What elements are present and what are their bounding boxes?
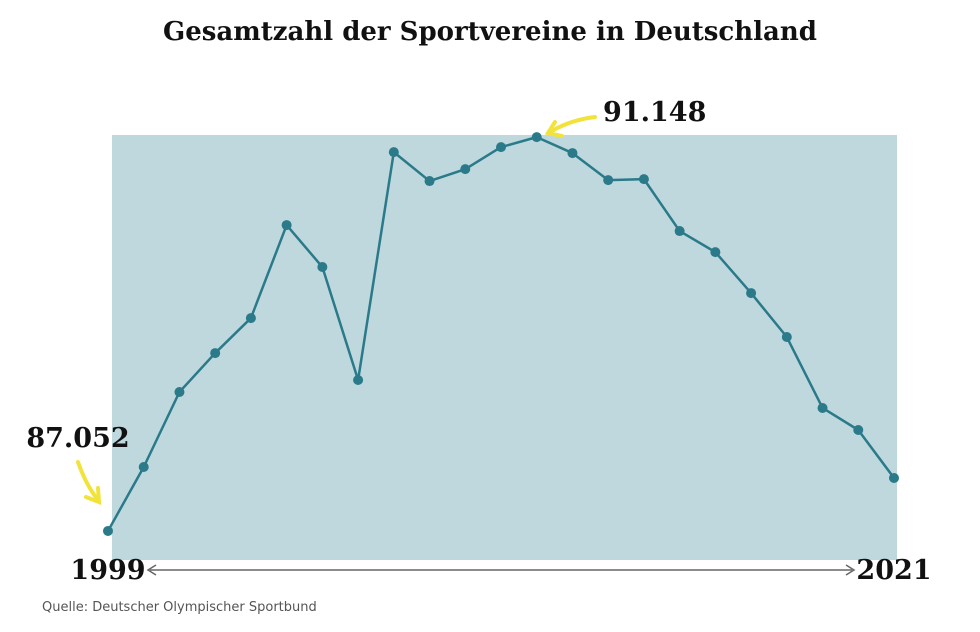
plot-background — [112, 135, 897, 560]
data-point — [174, 387, 185, 398]
data-point — [531, 132, 542, 143]
data-point — [281, 220, 292, 231]
chart-title: Gesamtzahl der Sportvereine in Deutschla… — [163, 17, 817, 47]
data-point — [674, 226, 685, 237]
x-tick-label: 2021 — [856, 555, 931, 586]
data-point — [210, 348, 221, 359]
data-point — [424, 176, 435, 187]
value-label: 87.052 — [26, 423, 129, 454]
data-point — [603, 175, 614, 186]
x-tick-label: 1999 — [70, 555, 145, 586]
highlight-arrows — [76, 115, 597, 505]
data-point — [245, 313, 256, 324]
data-point — [388, 147, 399, 158]
data-point — [567, 148, 578, 159]
data-point — [781, 332, 792, 343]
time-axis-arrow — [146, 564, 856, 576]
data-point — [103, 525, 113, 536]
data-point — [496, 142, 506, 153]
data-point — [138, 462, 149, 473]
data-point — [317, 262, 328, 273]
data-point — [889, 472, 899, 483]
value-label: 91.148 — [603, 97, 706, 128]
data-point — [638, 174, 649, 185]
data-point — [746, 288, 757, 299]
data-point — [710, 247, 721, 258]
source-note: Quelle: Deutscher Olympischer Sportbund — [42, 600, 317, 615]
data-point — [353, 375, 364, 385]
data-point — [460, 164, 471, 175]
data-point — [817, 402, 828, 413]
data-point — [853, 425, 864, 435]
